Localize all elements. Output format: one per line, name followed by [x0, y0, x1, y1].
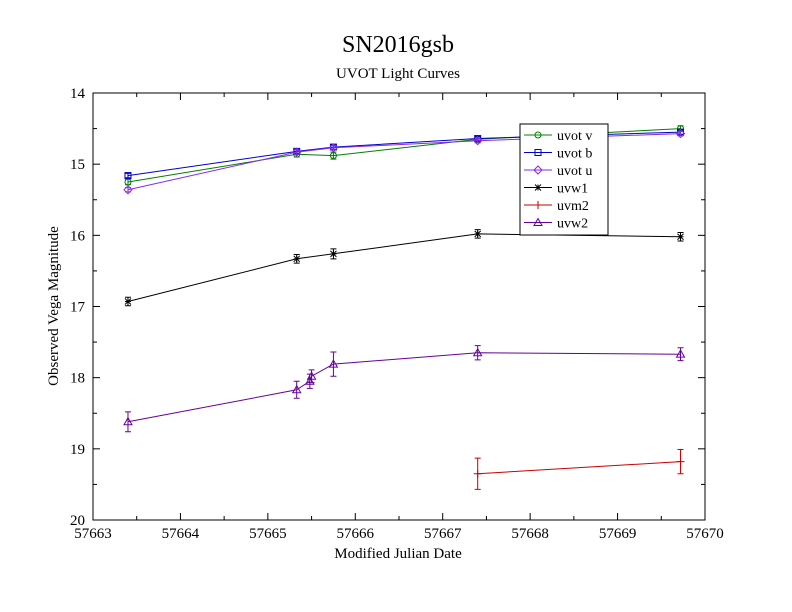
- chart-subtitle: UVOT Light Curves: [336, 66, 460, 82]
- y-axis-label: Observed Vega Magnitude: [46, 226, 62, 386]
- data-point: [472, 347, 483, 357]
- x-tick-label: 57670: [686, 526, 724, 542]
- data-point: [306, 371, 317, 380]
- legend: uvot v uvot b uvot u uvw1 uvm2 uvw2: [519, 123, 609, 236]
- series-line-uvm2: [477, 461, 681, 475]
- legend-label-uvot-b: uvot b: [557, 147, 592, 162]
- legend-label-uvm2: uvm2: [557, 199, 589, 214]
- legend-label-uvw2: uvw2: [557, 217, 588, 232]
- error-bar: [124, 411, 131, 433]
- y-tick-label: 14: [70, 86, 86, 102]
- y-tick-label: 15: [70, 157, 85, 173]
- data-point: [474, 230, 482, 238]
- data-point: [328, 143, 339, 153]
- data-point: [293, 255, 301, 263]
- x-tick-label: 57666: [337, 526, 375, 542]
- x-tick-label: 57665: [249, 526, 287, 542]
- legend-label-uvot-u: uvot u: [557, 164, 592, 179]
- data-point: [677, 233, 684, 241]
- error-bar: [124, 172, 131, 179]
- error-bar: [330, 351, 337, 377]
- legend-box: [519, 123, 609, 236]
- legend-marker-uvot-b: [534, 149, 542, 156]
- legend-marker-uvot-v: [534, 131, 542, 139]
- y-tick-label: 17: [70, 300, 86, 316]
- x-tick-label: 57664: [162, 526, 200, 542]
- x-tick-label: 57669: [599, 526, 637, 542]
- error-bar: [293, 380, 300, 399]
- data-point: [292, 147, 302, 157]
- legend-marker-uvm2: [534, 201, 542, 209]
- y-tick-label: 16: [70, 228, 86, 244]
- data-point: [328, 359, 339, 368]
- legend-label-uvot-v: uvot v: [557, 129, 592, 144]
- data-point: [123, 185, 133, 195]
- legend-marker-uvw1: [534, 184, 542, 191]
- data-point: [675, 349, 686, 358]
- y-tick-label: 18: [70, 371, 85, 387]
- data-point: [473, 469, 482, 478]
- legend-marker-uvw2: [533, 217, 543, 226]
- y-tick-label: 20: [70, 513, 85, 529]
- legend-label-uvw1: uvw1: [557, 182, 588, 197]
- data-point: [124, 172, 132, 180]
- x-tick-label: 57663: [74, 526, 112, 542]
- series-uvm2: [473, 449, 685, 490]
- data-point: [675, 128, 686, 139]
- series-uvw2: [123, 345, 686, 433]
- data-point: [291, 384, 302, 394]
- x-tick-label: 57667: [424, 526, 462, 542]
- data-point: [472, 135, 483, 146]
- data-point: [123, 416, 133, 426]
- legend-marker-uvot-u: [533, 165, 543, 175]
- chart-title: SN2016gsb: [342, 32, 454, 58]
- data-point: [676, 457, 685, 466]
- data-point: [330, 250, 337, 258]
- y-tick-label: 19: [70, 442, 85, 458]
- data-point: [329, 152, 337, 160]
- x-tick-label: 57668: [511, 526, 549, 542]
- data-point: [124, 298, 132, 305]
- axes: 57663 57664 57665 57666 57667 57668 57669 57670…: [70, 86, 724, 542]
- x-axis-label: Modified Julian Date: [334, 546, 462, 562]
